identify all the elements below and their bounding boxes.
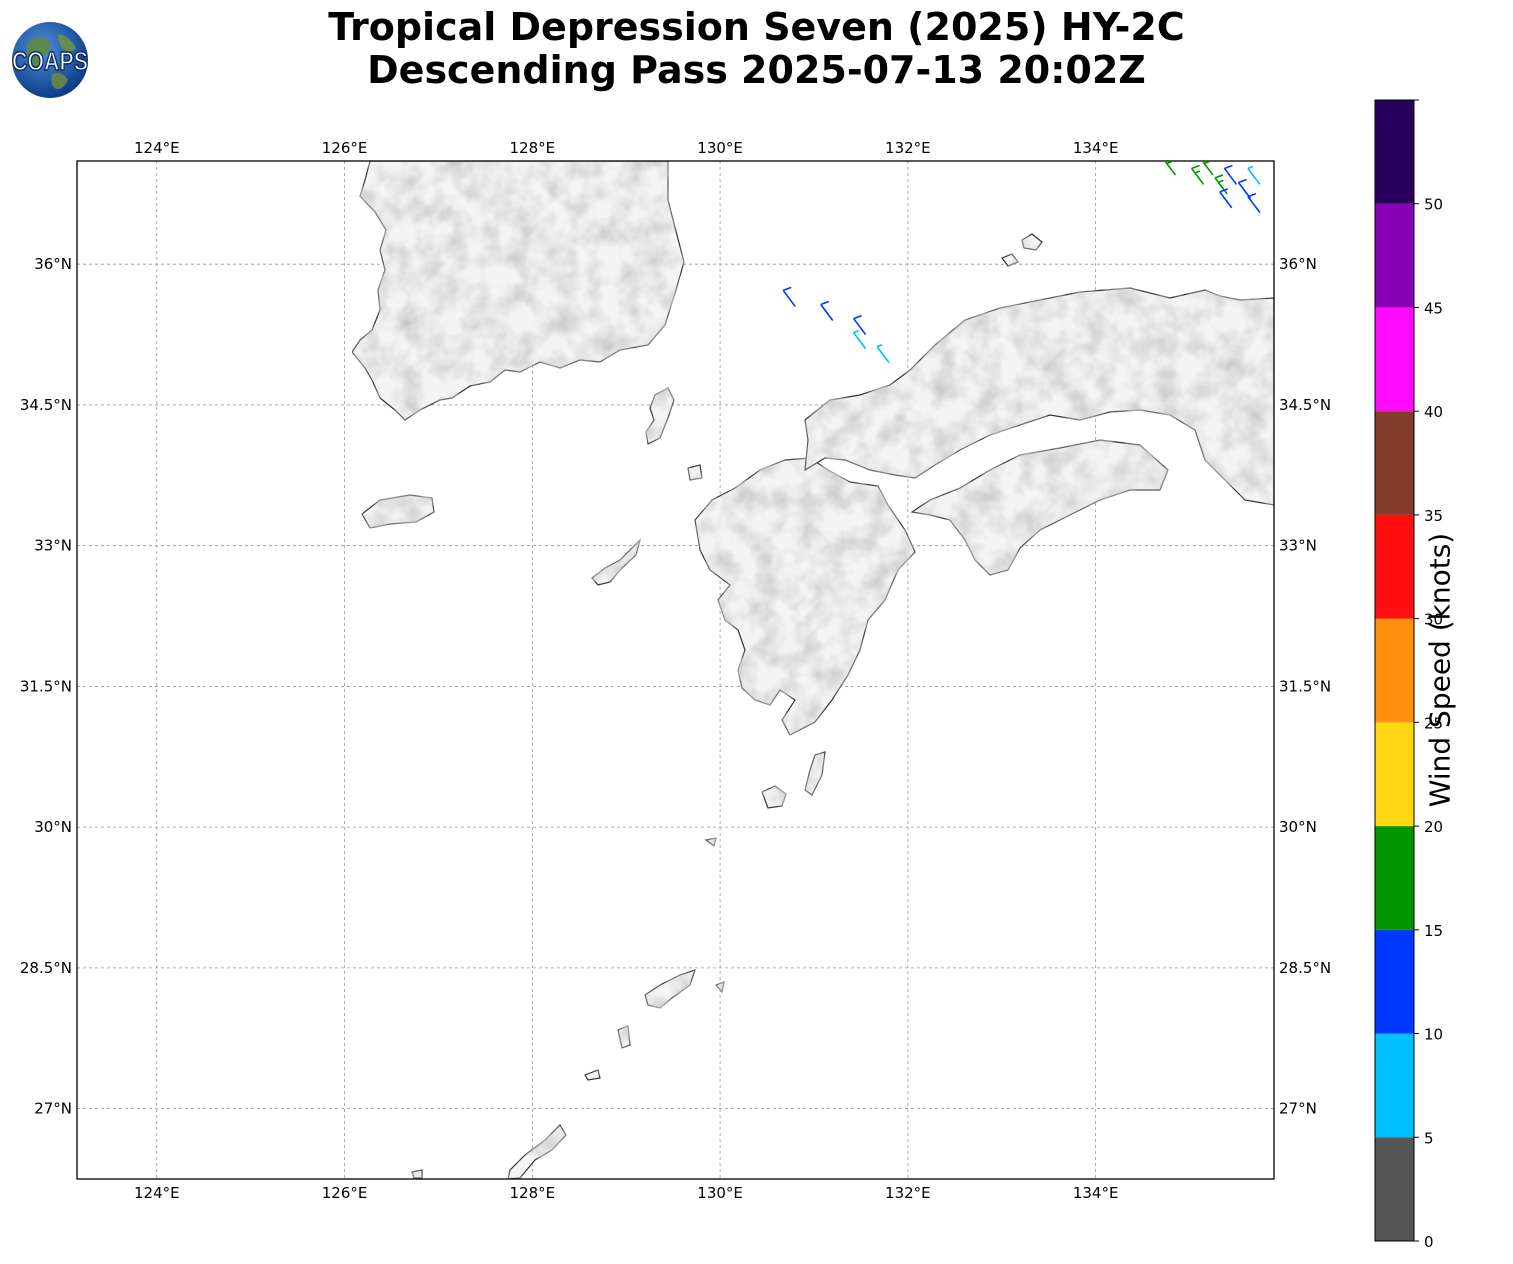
jeju-island [361,494,435,529]
map-frame [76,160,1275,1180]
lon-tick-label-top: 126°E [322,139,368,157]
wind-barb [1201,161,1214,176]
lat-tick-label-right: 30°N [1279,818,1317,836]
wind-barb [1163,161,1177,176]
colorbar-bin [1375,1033,1414,1138]
lat-tick-label-right: 36°N [1279,255,1317,273]
wind-barb [876,343,890,364]
goto-islands [591,537,642,586]
wind-barb [1223,164,1238,185]
lon-tick-label-top: 130°E [697,139,743,157]
axis-tick-labels: 124°E 124°E 126°E 126°E 128°E 128°E 130°E 130°E… [20,139,1331,1202]
colorbar-tick-label: 35 [1424,507,1443,525]
wind-barb [1247,192,1261,214]
colorbar-tick-label: 25 [1424,714,1443,732]
colorbar-label: Wind Speed (knots) [1423,532,1457,808]
lat-tick-label-right: 33°N [1279,537,1317,555]
colorbar-tick-label: 45 [1424,299,1443,317]
lon-tick-label-top: 124°E [134,139,180,157]
lon-tick-label-top: 128°E [510,139,556,157]
wind-barb [1214,174,1228,195]
wind-barb [1219,188,1233,209]
colorbar-bin [1375,929,1414,1034]
lat-tick-label-right: 31.5°N [1279,677,1331,695]
colorbar-bin [1375,100,1414,204]
yakushima-tanegashima [761,751,826,809]
lat-tick-label-left: 27°N [34,1100,72,1118]
title-line-1: Tropical Depression Seven (2025) HY-2C [328,5,1185,49]
lon-tick-label-bottom: 124°E [134,1184,180,1202]
coaps-logo: COAPS [11,22,89,98]
logo-text: COAPS [12,46,88,76]
wind-barb [852,329,867,350]
lat-tick-label-left: 33°N [34,537,72,555]
wind-barbs [782,161,1261,364]
lat-tick-label-right: 28.5°N [1279,959,1331,977]
colorbar-tick-label: 10 [1424,1026,1443,1044]
colorbar-bin [1375,618,1414,723]
colorbar-bin [1375,722,1414,827]
lat-tick-label-left: 31.5°N [20,677,72,695]
colorbar-frame [1374,99,1415,1242]
land-masses [351,161,1274,1179]
lon-tick-label-bottom: 128°E [510,1184,556,1202]
lat-tick-label-left: 28.5°N [20,959,72,977]
colorbar-bin [1375,411,1414,515]
wind-barb [1247,165,1261,185]
lon-tick-label-bottom: 126°E [322,1184,368,1202]
kyushu-island [694,457,916,736]
honshu-island [804,287,1274,506]
lat-tick-label-right: 27°N [1279,1100,1317,1118]
colorbar-bin [1375,826,1414,930]
wind-barb [1190,164,1205,185]
lon-tick-label-top: 134°E [1073,139,1119,157]
colorbar-bin [1375,307,1414,412]
korean-peninsula [351,161,685,421]
lat-tick-label-right: 34.5°N [1279,396,1331,414]
map-title: Tropical Depression Seven (2025) HY-2C D… [0,6,1513,92]
colorbar-bin [1375,514,1414,619]
small-islands [411,464,725,1179]
shikoku-island [910,439,1169,576]
lon-tick-label-bottom: 130°E [697,1184,743,1202]
lon-tick-label-bottom: 132°E [885,1184,931,1202]
lat-tick-label-left: 36°N [34,255,72,273]
lon-tick-label-top: 132°E [885,139,931,157]
colorbar-tick-label: 40 [1424,403,1443,421]
colorbar-tick-label: 50 [1424,196,1443,214]
colorbar-bin [1375,203,1414,308]
wind-barb [852,314,867,336]
colorbar-tick-label: 5 [1424,1129,1434,1147]
colorbar-bin [1375,1137,1414,1241]
okinawa-island [507,1124,567,1179]
colorbar: 0 5 10 15 20 25 30 35 40 45 50 [1374,99,1443,1251]
tsushima-island [645,387,675,445]
lat-tick-label-left: 34.5°N [20,396,72,414]
lat-tick-label-left: 30°N [34,818,72,836]
lon-tick-label-bottom: 134°E [1073,1184,1119,1202]
amami-oshima [644,969,696,1009]
oki-islands [1001,233,1043,267]
wind-barb [782,286,796,307]
colorbar-tick-label: 0 [1424,1233,1434,1251]
colorbar-tick-label: 20 [1424,818,1443,836]
wind-barb [820,300,834,321]
title-line-2: Descending Pass 2025-07-13 20:02Z [367,48,1146,92]
colorbar-tick-label: 15 [1424,922,1443,940]
colorbar-tick-label: 30 [1424,611,1443,629]
